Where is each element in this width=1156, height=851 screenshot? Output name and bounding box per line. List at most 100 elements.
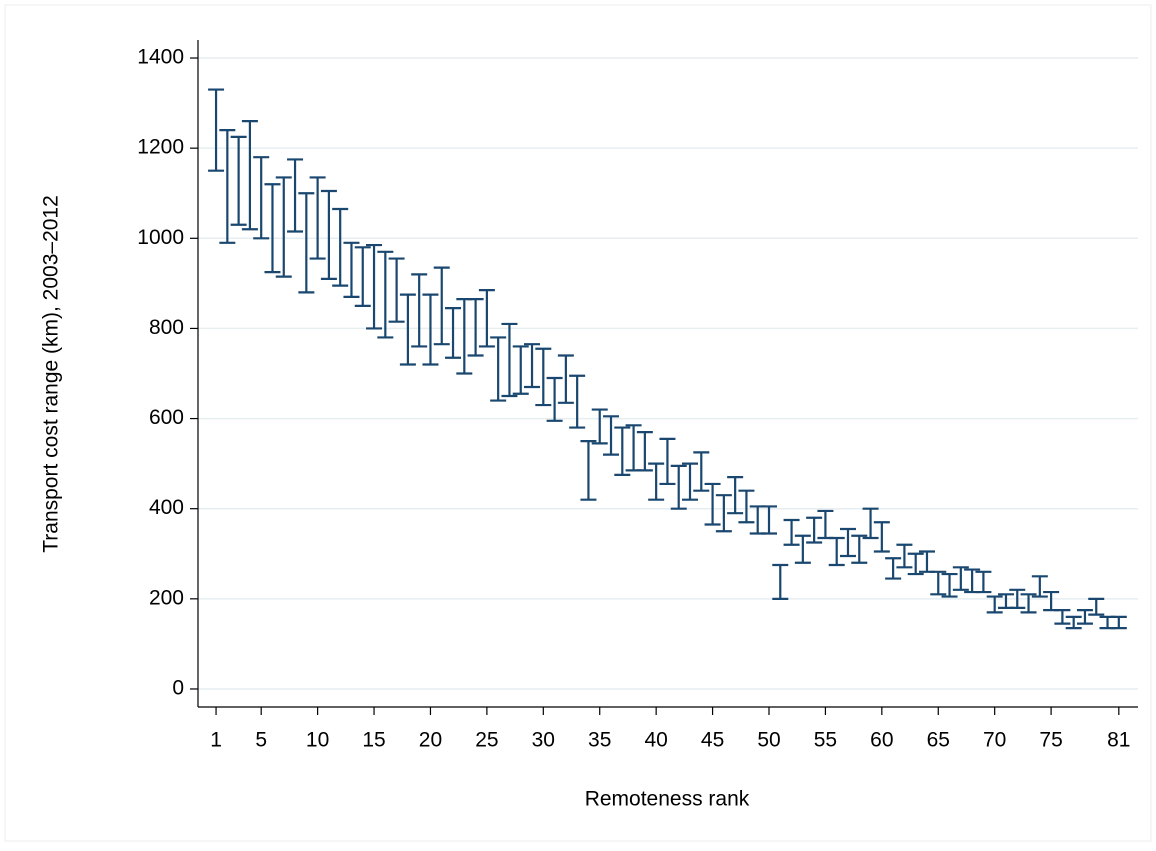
range-cap [343,241,360,298]
range-cap [422,293,439,366]
range-cap-shape [670,464,687,510]
range-cap-shape [411,273,428,348]
x-tick-label: 20 [419,729,442,752]
range-cap-shape [569,374,586,429]
range-cap [704,482,721,526]
range-cap [1054,609,1071,625]
range-cap-shape [1065,615,1082,630]
range-cap [885,557,902,580]
range-cap [862,507,879,540]
x-tick-label: 81 [1107,729,1130,752]
x-tick-label: 35 [588,729,611,752]
range-cap [907,552,924,576]
range-cap-shape [986,595,1003,614]
range-cap-shape [1020,593,1037,614]
range-cap-shape [219,129,236,244]
range-cap [603,415,620,456]
range-cap-shape [727,476,744,515]
range-cap [659,437,676,486]
x-tick-label: 45 [701,729,724,752]
range-cap-shape [422,293,439,366]
range-cap-shape [772,563,789,600]
x-tick-label: 50 [757,729,780,752]
range-cap-shape [693,451,710,492]
x-tick-label: 65 [927,729,950,752]
range-cap-shape [354,246,371,307]
range-cap-shape [343,241,360,298]
range-cap-shape [1054,609,1071,625]
range-cap-shape [839,527,856,558]
range-cap-shape [399,293,416,366]
range-cap-shape [715,494,732,533]
range-cap [241,120,258,231]
range-cap [309,176,326,260]
range-cap [264,183,281,274]
range-cap [760,505,777,535]
range-cap-shape [930,570,947,596]
range-cap-shape [614,426,631,477]
range-cap [433,266,450,346]
range-cap [783,518,800,546]
range-cap-shape [264,183,281,274]
x-tick-label: 40 [644,729,667,752]
y-tick-label: 1200 [137,136,184,159]
range-cap [670,464,687,510]
range-cap [930,570,947,596]
range-cap [1065,615,1082,630]
range-cap-shape [1009,588,1026,609]
range-cap [896,543,913,569]
range-cap-shape [501,322,518,398]
range-cap-shape [794,534,811,564]
range-cap [478,289,495,348]
range-cap [219,129,236,244]
x-tick-label: 30 [532,729,555,752]
x-axis-label: Remoteness rank [585,788,750,811]
range-cap [354,246,371,307]
range-cap [580,440,597,501]
y-axis-label: Transport cost range (km), 2003–2012 [40,195,63,553]
range-cap [1031,575,1048,598]
range-cap-shape [478,289,495,348]
range-cap-shape [760,505,777,535]
range-cap [298,192,315,294]
range-cap-shape [738,489,755,524]
range-cap-shape [636,430,653,472]
range-cap-shape [1110,615,1127,630]
range-cap-shape [320,189,337,280]
range-cap-shape [952,566,969,591]
range-cap-shape [467,298,484,357]
x-tick-label: 55 [814,729,837,752]
range-cap [794,534,811,564]
range-cap-shape [275,176,292,278]
range-cap [490,336,507,402]
range-cap-shape [806,516,823,544]
range-cap-shape [332,207,349,287]
x-tick-label: 15 [362,729,385,752]
range-cap [772,563,789,600]
x-tick-label: 60 [870,729,893,752]
y-tick-label: 1000 [137,226,184,249]
range-cap [1009,588,1026,609]
range-cap [682,462,699,501]
range-cap-shape [1076,609,1093,625]
x-tick-label: 75 [1039,729,1062,752]
range-cap [445,307,462,359]
range-cap [1020,593,1037,614]
range-cap-shape [975,570,992,594]
range-cap-shape [241,120,258,231]
range-cap [332,207,349,287]
range-cap-shape [445,307,462,359]
range-cap-shape [298,192,315,294]
range-cap-shape [230,135,247,226]
range-cap [636,430,653,472]
range-cap-shape [885,557,902,580]
y-tick-label: 0 [172,677,184,700]
range-cap-shape [309,176,326,260]
y-tick-label: 200 [149,586,184,609]
x-tick-label: 70 [983,729,1006,752]
range-cap-shape [591,408,608,445]
range-cap [738,489,755,524]
y-tick-label: 600 [149,406,184,429]
range-cap-shape [535,347,552,407]
